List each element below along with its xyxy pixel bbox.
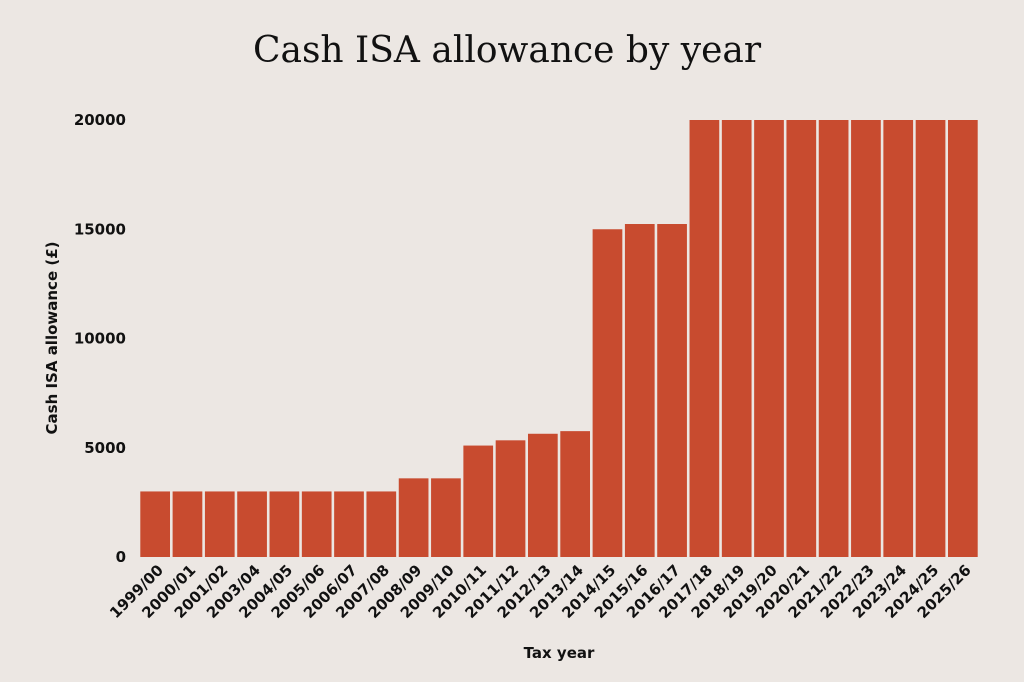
bar	[495, 440, 526, 557]
y-axis-label: Cash ISA allowance (£)	[43, 242, 61, 435]
x-axis-ticks: 1999/002000/012001/022003/042004/052005/…	[106, 561, 975, 622]
y-tick-label: 15000	[74, 220, 126, 238]
bar	[431, 478, 461, 557]
bars	[140, 120, 978, 557]
bar	[754, 120, 784, 557]
y-tick-label: 10000	[74, 330, 126, 348]
bar	[721, 120, 752, 557]
bar	[301, 491, 332, 557]
bar	[172, 491, 203, 557]
bar	[463, 445, 494, 557]
bar	[689, 120, 720, 557]
bar	[657, 224, 687, 557]
x-axis-label: Tax year	[524, 644, 595, 662]
bar	[560, 431, 591, 557]
y-tick-label: 0	[116, 548, 126, 566]
bar	[204, 491, 235, 557]
bar	[269, 491, 300, 557]
bar	[786, 120, 817, 557]
bar	[527, 433, 558, 557]
bar	[366, 491, 397, 557]
y-axis-ticks: 0 5000 10000 15000 20000	[74, 111, 126, 566]
bar	[592, 229, 623, 557]
y-tick-label: 20000	[74, 111, 126, 129]
bar	[883, 120, 914, 557]
bar	[947, 120, 978, 557]
bar	[915, 120, 946, 557]
bar	[818, 120, 849, 557]
chart-title: Cash ISA allowance by year	[253, 30, 762, 71]
y-tick-label: 5000	[84, 439, 126, 457]
bar	[851, 120, 881, 557]
bar	[624, 224, 655, 557]
bar	[140, 491, 171, 557]
bar	[398, 478, 429, 557]
bar	[237, 491, 267, 557]
bar	[334, 491, 364, 557]
